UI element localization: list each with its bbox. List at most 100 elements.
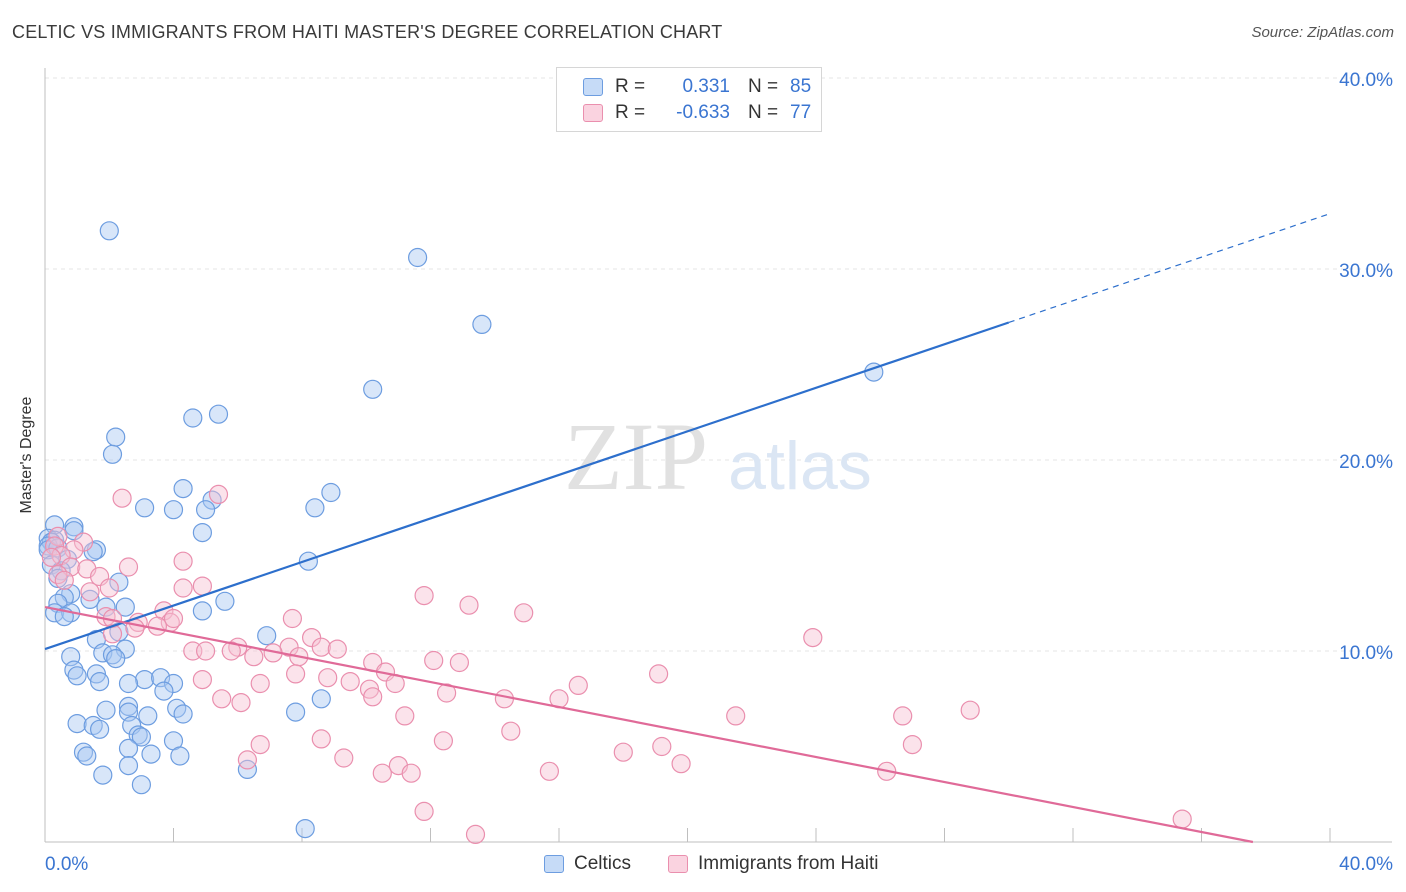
celtics-point	[286, 702, 306, 722]
legend-n-label: N =	[748, 76, 779, 97]
haiti-point	[231, 692, 251, 713]
celtics-point	[96, 700, 116, 720]
source-label: Source: ZipAtlas.com	[1251, 24, 1394, 41]
celtics-point	[128, 725, 148, 745]
haiti-point	[568, 675, 588, 696]
haiti-point	[893, 706, 913, 726]
haiti-point	[437, 683, 457, 703]
haiti-trend-line	[44, 605, 1254, 844]
celtics-point	[118, 755, 139, 776]
legend-r-label: R =	[615, 102, 646, 123]
haiti-point	[99, 578, 119, 598]
celtics-point	[363, 379, 383, 399]
series-legend-celtics[interactable]: Celtics	[544, 852, 631, 876]
legend-n-value: 77	[790, 102, 812, 123]
haiti-point	[221, 641, 241, 661]
celtics-point	[64, 660, 84, 680]
celtics-point	[118, 738, 139, 759]
celtics-point	[321, 482, 341, 503]
haiti-point	[652, 736, 672, 757]
celtics-point	[298, 551, 318, 571]
celtics-point	[89, 719, 110, 739]
celtics-point	[173, 704, 193, 724]
haiti-point	[302, 627, 322, 648]
legend-r-value: 0.331	[682, 76, 730, 97]
series-label-celtics: Celtics	[574, 853, 632, 874]
x-tick-label: 40.0%	[1339, 854, 1393, 875]
haiti-point	[372, 763, 392, 783]
celtics-point	[311, 689, 331, 709]
watermark-atlas: atlas	[728, 428, 872, 504]
celtics-trend-extension	[1008, 213, 1331, 324]
celtics-point	[408, 247, 428, 268]
celtics-point	[183, 408, 203, 428]
haiti-point	[613, 742, 633, 762]
haiti-point	[311, 637, 331, 657]
haiti-point	[250, 734, 270, 755]
celtics-point	[208, 404, 229, 424]
haiti-point	[363, 687, 383, 707]
celtics-point	[118, 696, 139, 717]
haiti-point	[459, 595, 479, 615]
celtics-point	[135, 498, 155, 518]
celtics-point	[67, 666, 87, 686]
haiti-point	[449, 652, 469, 673]
y-tick-label: 30.0%	[1339, 261, 1393, 282]
celtics-point	[257, 626, 277, 646]
celtics-point	[102, 444, 123, 464]
haiti-point	[250, 673, 270, 694]
celtics-point	[131, 775, 151, 795]
haiti-point	[311, 729, 331, 749]
legend-n-value: 85	[790, 76, 812, 97]
haiti-point	[539, 761, 560, 781]
haiti-point	[73, 532, 94, 552]
celtics-point	[173, 479, 193, 499]
haiti-point	[334, 748, 354, 768]
chart-title: CELTIC VS IMMIGRANTS FROM HAITI MASTER'S…	[12, 22, 723, 42]
celtics-point	[141, 744, 161, 764]
celtics-point	[106, 427, 126, 447]
y-tick-label: 40.0%	[1339, 70, 1393, 91]
haiti-point	[196, 641, 216, 661]
series-swatch-celtics	[544, 855, 564, 873]
haiti-point	[282, 608, 302, 629]
haiti-point	[401, 763, 421, 783]
haiti-point	[514, 603, 534, 623]
celtics-point	[154, 681, 174, 701]
celtics-point	[89, 671, 110, 692]
haiti-point	[212, 689, 232, 709]
haiti-point	[237, 750, 257, 770]
celtics-point	[83, 542, 103, 562]
celtics-point	[131, 727, 151, 747]
celtics-point	[109, 572, 129, 592]
legend-r-value: -0.633	[676, 102, 730, 123]
series-label-haiti: Immigrants from Haiti	[698, 853, 879, 874]
celtics-point	[115, 597, 135, 617]
haiti-point	[465, 824, 486, 845]
celtics-point	[163, 500, 184, 520]
celtics-point	[135, 669, 155, 690]
celtics-point	[67, 713, 87, 734]
celtics-point	[138, 706, 158, 726]
haiti-point	[671, 754, 691, 774]
celtics-point	[295, 818, 315, 839]
celtics-point	[106, 648, 126, 669]
legend-row-celtics: R = 0.331 N = 85	[583, 75, 811, 99]
haiti-point	[112, 488, 132, 508]
y-tick-label: 20.0%	[1339, 452, 1393, 473]
celtics-point	[305, 498, 325, 518]
haiti-point	[902, 734, 923, 755]
haiti-point	[424, 650, 444, 671]
haiti-point	[208, 484, 229, 504]
haiti-point	[340, 671, 360, 692]
axes	[44, 68, 1392, 843]
tick-labels: 10.0% 20.0% 30.0% 40.0% 0.0% 40.0%	[45, 70, 1393, 875]
celtics-point	[196, 500, 216, 520]
trend-lines	[44, 213, 1331, 844]
celtics-point	[93, 765, 113, 785]
y-tick-label: 10.0%	[1339, 643, 1393, 664]
series-legend-haiti[interactable]: Immigrants from Haiti	[668, 852, 879, 876]
legend-row-haiti: R = -0.633 N = 77	[583, 101, 811, 125]
haiti-point	[192, 669, 212, 690]
haiti-point	[414, 585, 434, 606]
